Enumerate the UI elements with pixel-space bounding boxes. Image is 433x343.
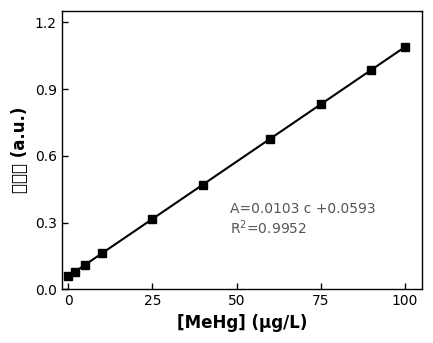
Text: R$^2$=0.9952: R$^2$=0.9952 [230,218,307,237]
Text: A=0.0103 c +0.0593: A=0.0103 c +0.0593 [230,202,375,216]
Y-axis label: 吸光度 (a.u.): 吸光度 (a.u.) [11,107,29,193]
X-axis label: [MeHg] (μg/L): [MeHg] (μg/L) [177,314,307,332]
